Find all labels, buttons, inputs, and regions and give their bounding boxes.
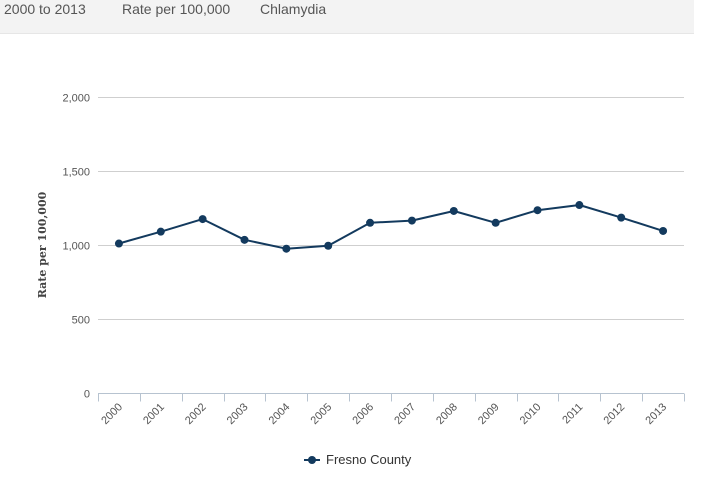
x-tick-label: 2003 [225, 401, 251, 427]
x-tick-label: 2008 [434, 401, 460, 427]
x-tick-label: 2010 [518, 401, 544, 427]
page-edge [694, 0, 708, 494]
measure-label[interactable]: Rate per 100,000 [122, 1, 231, 17]
legend[interactable]: Fresno County [304, 452, 412, 467]
data-point[interactable] [407, 216, 416, 225]
x-tick-label: 2013 [643, 401, 669, 427]
y-tick-label: 2,000 [62, 93, 90, 105]
data-point[interactable] [198, 215, 207, 224]
data-point[interactable] [156, 227, 165, 236]
x-axis-ticks: 2000 2001 2002 2003 2004 2005 2006 2007 2008 2009… [99, 401, 669, 427]
series-line [118, 204, 664, 250]
y-axis-ticks: 0 500 1,000 1,500 2,000 [62, 93, 90, 401]
x-axis [98, 393, 685, 402]
data-point[interactable] [575, 201, 584, 210]
gridlines [98, 97, 684, 394]
x-tick-label: 2001 [141, 401, 167, 427]
data-point[interactable] [114, 239, 123, 248]
filter-bar: 2000 to 2013 Rate per 100,000 Chlamydia [0, 0, 694, 34]
data-point[interactable] [659, 226, 668, 235]
x-tick-label: 2012 [602, 401, 628, 427]
data-point[interactable] [617, 213, 626, 222]
x-tick-label: 2000 [99, 401, 125, 427]
y-tick-label: 500 [72, 315, 90, 327]
x-tick-label: 2007 [392, 401, 418, 427]
data-point[interactable] [324, 241, 333, 250]
data-point[interactable] [282, 244, 291, 253]
data-point[interactable] [240, 235, 249, 244]
x-tick-label: 2011 [560, 401, 585, 426]
data-point[interactable] [491, 218, 500, 227]
y-tick-label: 0 [84, 389, 90, 401]
x-tick-label: 2009 [476, 401, 502, 427]
date-range-label[interactable]: 2000 to 2013 [4, 1, 86, 17]
x-tick-label: 2004 [267, 401, 293, 427]
y-axis-title: Rate per 100,000 [36, 191, 49, 298]
data-point[interactable] [366, 218, 375, 227]
x-tick-label: 2005 [309, 401, 335, 427]
series-layer [114, 201, 668, 253]
x-tick-label: 2006 [350, 401, 376, 427]
y-tick-label: 1,500 [62, 167, 90, 179]
indicator-label[interactable]: Chlamydia [260, 1, 327, 17]
legend-label[interactable]: Fresno County [326, 452, 412, 467]
x-tick-label: 2002 [183, 401, 209, 427]
data-point[interactable] [449, 206, 458, 215]
legend-point-marker [308, 456, 316, 464]
y-tick-label: 1,000 [62, 241, 90, 253]
data-point[interactable] [533, 206, 542, 215]
